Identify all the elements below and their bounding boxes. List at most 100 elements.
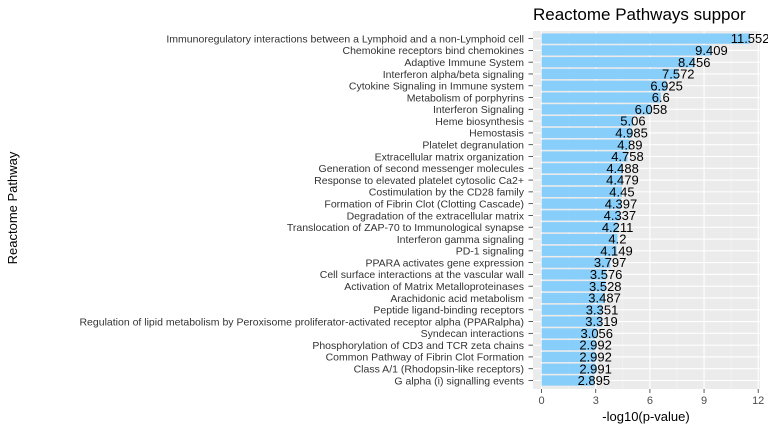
bar [541, 304, 603, 315]
chart-title: Reactome Pathways suppor [533, 5, 746, 24]
category-label: Syndecan interactions [421, 328, 524, 340]
category-label: Class A/1 (Rhodopsin-like receptors) [354, 364, 524, 376]
category-label: G alpha (i) signalling events [394, 375, 524, 387]
value-label: 3.487 [588, 291, 621, 306]
bar [541, 269, 607, 280]
value-label: 7.572 [662, 67, 695, 82]
value-label: 4.479 [606, 173, 639, 188]
value-label: 4.488 [606, 161, 639, 176]
category-label: Chemokine receptors bind chemokines [342, 45, 524, 57]
bar [541, 198, 621, 209]
bar [541, 163, 623, 174]
value-label: 11.552 [731, 31, 768, 46]
value-label: 2.991 [579, 361, 612, 376]
value-label: 4.149 [600, 243, 633, 258]
value-label: 2.895 [578, 373, 611, 388]
bar [541, 33, 751, 44]
bar [541, 245, 617, 256]
category-label: Activation of Matrix Metalloproteinases [344, 281, 524, 293]
value-label: 3.576 [590, 267, 623, 282]
bar [541, 92, 661, 103]
bar [541, 127, 632, 139]
value-label: 3.056 [580, 326, 613, 341]
value-label: 2.992 [579, 350, 612, 365]
value-label: 4.89 [617, 137, 642, 152]
value-label: 4.337 [604, 208, 637, 223]
category-label: Peptide ligand-binding receptors [373, 305, 524, 317]
category-label: PD-1 signaling [456, 246, 524, 258]
x-axis-title: -log10(p-value) [602, 409, 689, 424]
bar [541, 233, 618, 245]
category-label: Platelet degranulation [422, 140, 524, 152]
category-label: Formation of Fibrin Clot (Clotting Casca… [324, 198, 524, 210]
bar [541, 80, 667, 91]
bar [541, 257, 611, 268]
value-label: 4.2 [608, 232, 626, 247]
value-label: 4.211 [602, 220, 634, 235]
category-label: Common Pathway of Fibrin Clot Formation [326, 352, 525, 364]
category-label: Cell surface interactions at the vascula… [320, 269, 524, 281]
bar [541, 45, 712, 56]
category-label: Costimulation by the CD28 family [369, 187, 525, 199]
category-label: Cytokine Signaling in Immune system [349, 81, 524, 93]
bars [541, 33, 751, 386]
value-label: 8.456 [678, 55, 711, 70]
value-label: 3.351 [586, 302, 619, 317]
bar [541, 210, 620, 221]
category-label: Regulation of lipid metabolism by Peroxi… [79, 316, 524, 328]
category-label: Degradation of the extracellular matrix [347, 210, 525, 222]
category-label: Translocation of ZAP-70 to Immunological… [287, 222, 524, 234]
category-label: Phosphorylation of CD3 and TCR zeta chai… [312, 340, 524, 352]
category-label: Adaptive Immune System [404, 57, 524, 69]
value-label: 3.319 [585, 314, 618, 329]
bar [541, 57, 695, 68]
y-axis-title: Reactome Pathway [5, 151, 20, 264]
value-label: 5.06 [620, 114, 645, 129]
x-tick-label: 6 [647, 395, 653, 407]
category-label: Arachidonic acid metabolism [390, 293, 524, 305]
value-label: 6.058 [635, 102, 668, 117]
bar [541, 363, 596, 374]
bar [541, 281, 606, 292]
bar [541, 292, 605, 304]
value-label: 3.797 [594, 255, 627, 270]
bar [541, 351, 596, 363]
value-label: 2.992 [579, 338, 612, 353]
category-label: Generation of second messenger molecules [319, 163, 524, 175]
bar [541, 174, 623, 186]
x-tick-label: 3 [593, 395, 599, 407]
value-label: 3.528 [589, 279, 622, 294]
category-labels: Immunoregulatory interactions between a … [79, 33, 533, 387]
value-label: 4.45 [609, 184, 634, 199]
bar [541, 340, 596, 351]
bar [541, 328, 597, 339]
value-label: 4.758 [611, 149, 644, 164]
x-axis-ticks: 0 3 6 9 12 [539, 389, 764, 407]
bar [541, 375, 594, 386]
x-tick-label: 0 [539, 395, 545, 407]
value-labels: 11.5529.4098.4567.5726.9256.66.0585.064.… [578, 31, 768, 388]
category-label: Metabolism of porphyrins [407, 92, 524, 104]
bar [541, 186, 622, 197]
category-label: Interferon gamma signaling [397, 234, 524, 246]
category-label: PPARA activates gene expression [365, 257, 524, 269]
category-label: Response to elevated platelet cytosolic … [314, 175, 524, 187]
bar [541, 68, 679, 80]
value-label: 4.397 [605, 196, 638, 211]
category-label: Immunoregulatory interactions between a … [166, 33, 524, 45]
value-label: 9.409 [695, 43, 728, 58]
value-label: 6.925 [650, 78, 683, 93]
bar [541, 151, 628, 162]
bar [541, 116, 633, 127]
category-label: Interferon alpha/beta signaling [383, 69, 524, 81]
category-label: Interferon Signaling [433, 104, 524, 116]
bar [541, 222, 618, 233]
bar [541, 104, 651, 115]
value-label: 4.985 [615, 126, 648, 141]
category-label: Hemostasis [469, 128, 524, 140]
x-tick-label: 12 [752, 395, 764, 407]
bar [541, 316, 602, 327]
bar [541, 139, 630, 150]
category-label: Extracellular matrix organization [375, 151, 525, 163]
